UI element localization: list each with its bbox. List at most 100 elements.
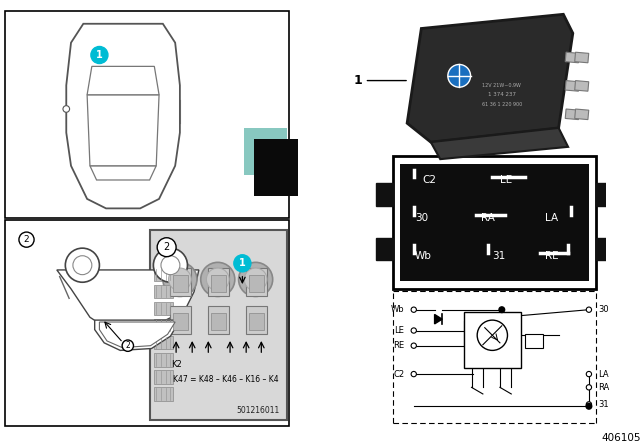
Text: K47 = K48 – K46 – K16 – K4: K47 = K48 – K46 – K16 – K4 xyxy=(173,375,278,384)
Text: 406105: 406105 xyxy=(601,432,640,443)
Circle shape xyxy=(586,307,591,312)
Text: 12V 21W~0.9W: 12V 21W~0.9W xyxy=(483,83,521,88)
Text: LE: LE xyxy=(394,326,404,335)
Text: C2: C2 xyxy=(393,370,404,379)
Bar xyxy=(170,268,191,297)
Bar xyxy=(4,220,289,426)
Bar xyxy=(154,388,173,401)
Polygon shape xyxy=(57,270,199,330)
Circle shape xyxy=(244,268,267,291)
Circle shape xyxy=(154,248,188,282)
Text: 501216011: 501216011 xyxy=(236,405,279,414)
Text: 1: 1 xyxy=(353,74,362,87)
Bar xyxy=(154,302,173,315)
Circle shape xyxy=(65,248,99,282)
Polygon shape xyxy=(95,320,180,350)
Text: RE: RE xyxy=(393,341,404,350)
Text: 30: 30 xyxy=(598,305,609,314)
Circle shape xyxy=(73,256,92,275)
Circle shape xyxy=(586,402,591,407)
Circle shape xyxy=(586,385,591,390)
Bar xyxy=(596,238,614,260)
Polygon shape xyxy=(407,14,573,142)
Text: 2: 2 xyxy=(24,235,29,244)
Bar xyxy=(253,139,298,196)
Circle shape xyxy=(239,263,273,297)
Bar xyxy=(4,12,289,218)
Bar xyxy=(565,109,579,120)
Text: K2: K2 xyxy=(171,360,182,369)
Circle shape xyxy=(499,307,505,313)
Bar xyxy=(173,313,188,330)
Text: RE: RE xyxy=(545,251,559,261)
Bar xyxy=(150,230,287,419)
Bar xyxy=(376,238,393,260)
Polygon shape xyxy=(435,314,442,324)
Text: 61 36 1 220 900: 61 36 1 220 900 xyxy=(482,102,522,107)
Bar xyxy=(575,81,589,91)
Circle shape xyxy=(168,268,191,291)
Bar xyxy=(565,81,579,91)
Bar xyxy=(211,275,227,292)
Bar xyxy=(246,268,267,297)
Bar xyxy=(170,306,191,334)
Polygon shape xyxy=(67,24,180,208)
Text: 1: 1 xyxy=(239,258,246,268)
Bar xyxy=(244,128,287,175)
Circle shape xyxy=(411,307,417,312)
Bar xyxy=(154,285,173,298)
Polygon shape xyxy=(90,166,156,180)
Bar xyxy=(596,183,614,206)
Circle shape xyxy=(448,65,470,87)
Bar xyxy=(154,336,173,349)
Text: LE: LE xyxy=(500,175,513,185)
Circle shape xyxy=(207,268,229,291)
Circle shape xyxy=(157,238,176,257)
Circle shape xyxy=(201,263,235,297)
Bar xyxy=(565,52,579,63)
Bar xyxy=(211,313,227,330)
Bar xyxy=(173,275,188,292)
Circle shape xyxy=(63,106,70,112)
Polygon shape xyxy=(431,128,568,159)
Bar xyxy=(208,268,229,297)
Bar xyxy=(246,306,267,334)
Text: LA: LA xyxy=(598,370,609,379)
Text: Wb: Wb xyxy=(390,305,404,314)
Text: 1: 1 xyxy=(96,50,103,60)
Text: 31: 31 xyxy=(598,400,609,409)
Circle shape xyxy=(477,320,508,350)
Circle shape xyxy=(91,47,108,64)
Bar xyxy=(376,183,393,206)
Bar xyxy=(154,370,173,383)
Bar xyxy=(154,319,173,332)
Text: C2: C2 xyxy=(422,175,436,185)
Bar xyxy=(154,268,173,281)
Polygon shape xyxy=(87,95,159,166)
Circle shape xyxy=(411,371,417,377)
Circle shape xyxy=(586,371,591,377)
Polygon shape xyxy=(99,322,175,348)
Polygon shape xyxy=(87,66,159,95)
Text: RA: RA xyxy=(598,383,610,392)
Circle shape xyxy=(163,263,197,297)
Bar xyxy=(249,313,264,330)
Text: 30: 30 xyxy=(415,213,428,223)
Bar xyxy=(249,275,264,292)
Bar xyxy=(525,334,543,348)
Bar xyxy=(154,353,173,366)
Bar xyxy=(208,306,229,334)
Text: RA: RA xyxy=(481,213,495,223)
Text: 2: 2 xyxy=(163,242,170,252)
Circle shape xyxy=(586,404,592,409)
Text: 31: 31 xyxy=(492,251,506,261)
Circle shape xyxy=(161,256,180,275)
Bar xyxy=(575,52,589,63)
Text: Wb: Wb xyxy=(415,251,431,261)
Circle shape xyxy=(411,328,417,333)
Circle shape xyxy=(19,232,34,247)
Circle shape xyxy=(122,340,134,351)
Bar xyxy=(575,109,589,120)
Circle shape xyxy=(411,343,417,349)
Text: LA: LA xyxy=(545,213,559,223)
